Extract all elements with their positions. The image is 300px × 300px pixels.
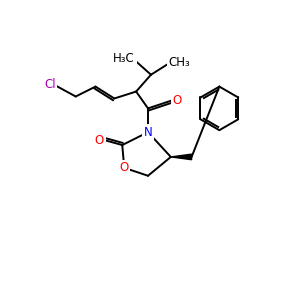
Text: H₃C: H₃C [113,52,135,65]
Text: O: O [120,161,129,174]
Text: CH₃: CH₃ [169,56,190,69]
Text: Cl: Cl [44,78,56,91]
Text: N: N [144,126,152,139]
Polygon shape [171,154,192,160]
Text: O: O [95,134,104,147]
Text: O: O [172,94,182,107]
